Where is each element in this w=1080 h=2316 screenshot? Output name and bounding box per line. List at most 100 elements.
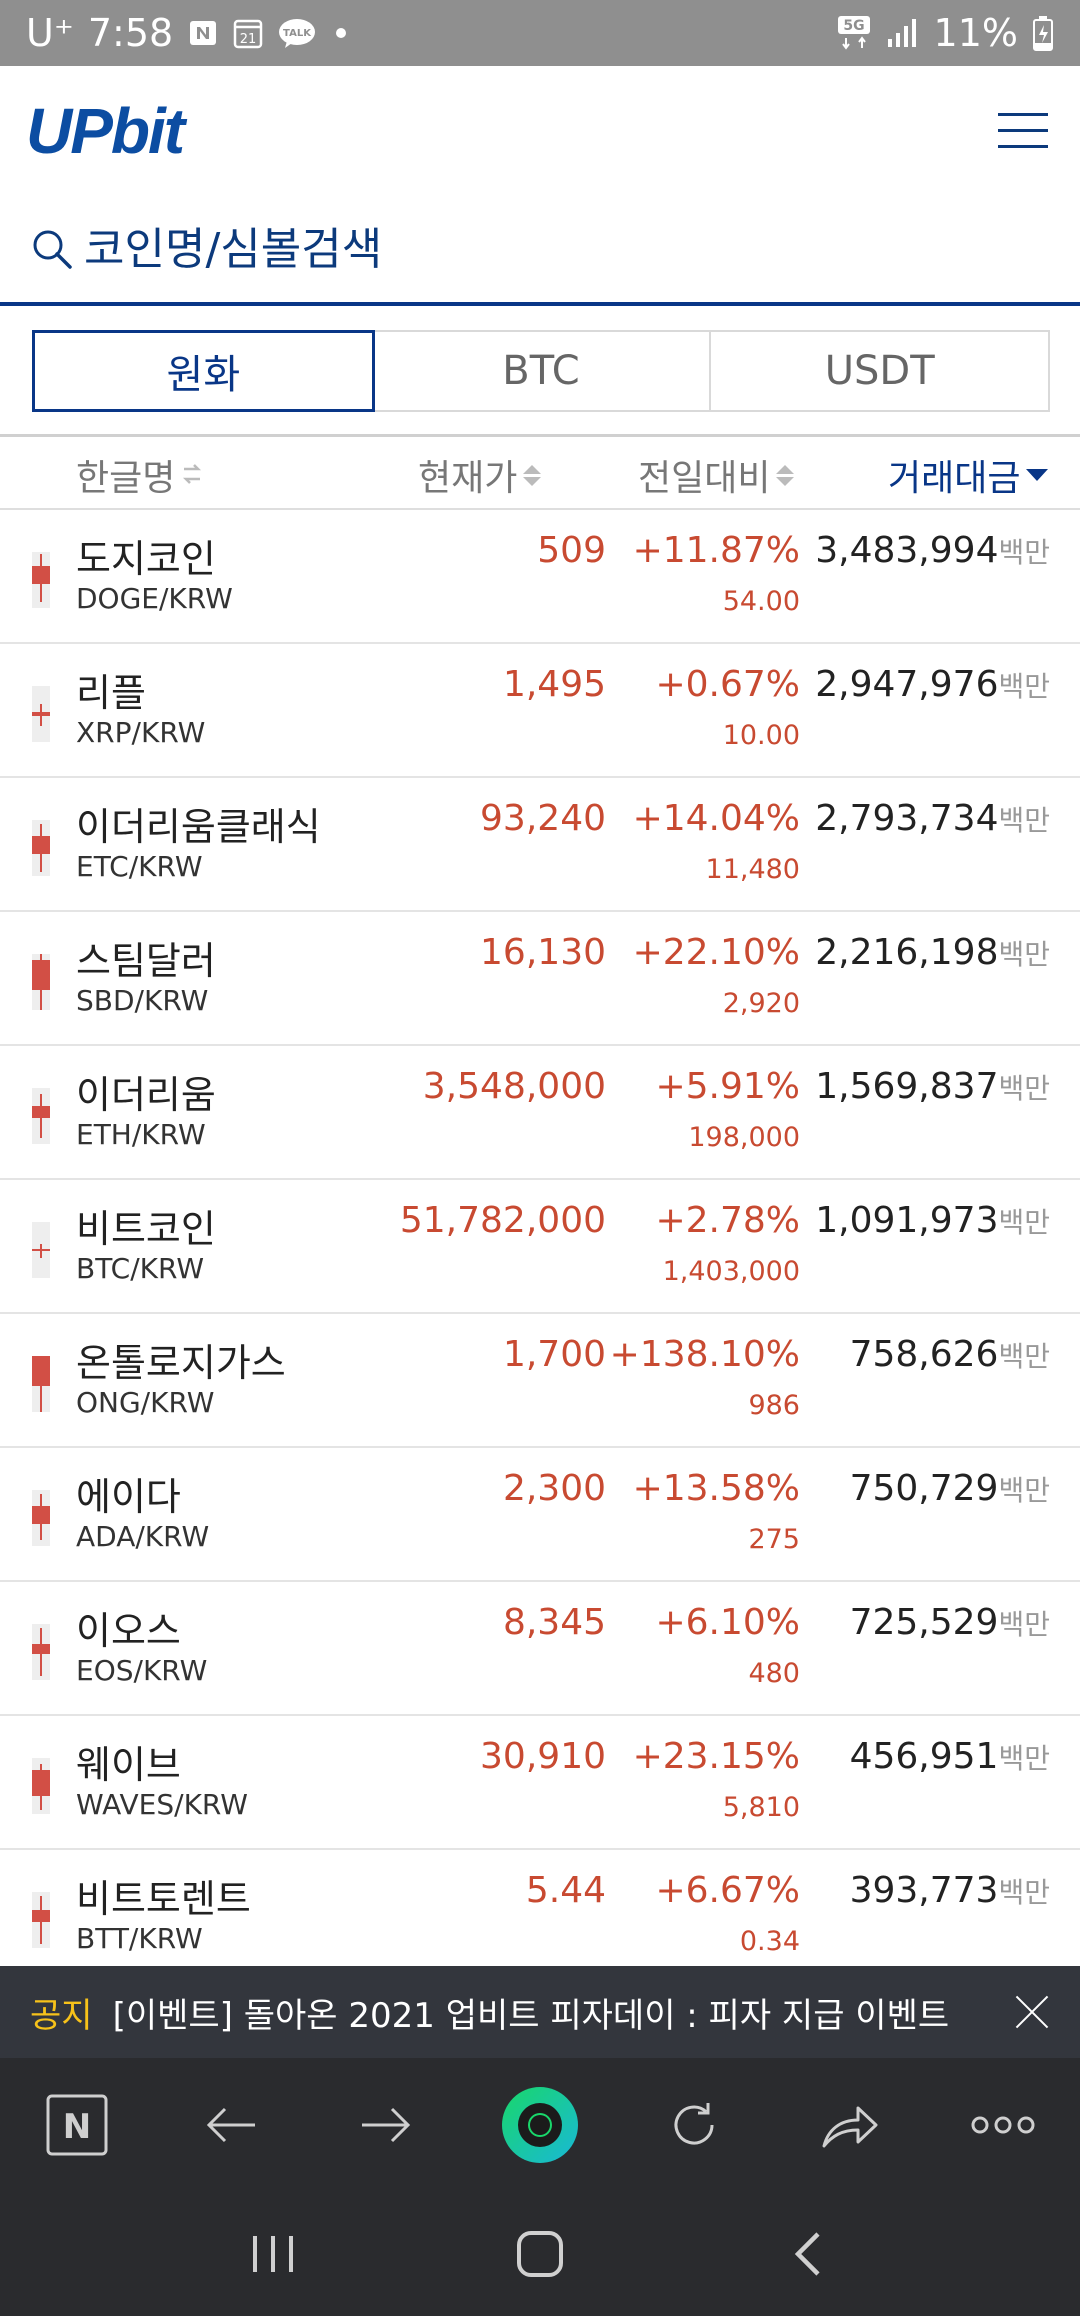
- coin-symbol: XRP/KRW: [76, 716, 206, 749]
- coin-symbol: ADA/KRW: [76, 1520, 210, 1553]
- share-icon[interactable]: [809, 2085, 889, 2165]
- candle-icon: [32, 1088, 50, 1144]
- volume-unit: 백만: [998, 1072, 1050, 1105]
- forward-arrow-icon[interactable]: [346, 2085, 426, 2165]
- coin-name: 비트코인: [76, 1207, 216, 1251]
- volume-unit: 백만: [998, 670, 1050, 703]
- current-price: 1,700: [502, 1334, 606, 1375]
- notice-text[interactable]: [이벤트] 돌아온 2021 업비트 피자데이 : 피자 지급 이벤트: [112, 1995, 950, 2036]
- coin-name: 온톨로지가스: [76, 1341, 286, 1385]
- browser-toolbar: N: [0, 2058, 1080, 2192]
- trade-volume: 3,483,994백만: [815, 530, 1050, 571]
- change-amount: 54.00: [722, 586, 800, 617]
- trade-volume: 758,626백만: [850, 1334, 1050, 1375]
- volume-unit: 백만: [998, 1340, 1050, 1373]
- current-price: 16,130: [480, 932, 606, 973]
- coin-row[interactable]: 도지코인 DOGE/KRW 509 +11.87% 54.00 3,483,994백만: [0, 510, 1080, 644]
- coin-symbol: ETH/KRW: [76, 1118, 206, 1151]
- change-rate: +6.67%: [655, 1870, 800, 1911]
- current-price: 1,495: [502, 664, 606, 705]
- more-options-icon[interactable]: [963, 2085, 1043, 2165]
- sort-by-change[interactable]: 전일대비: [638, 449, 795, 501]
- coin-symbol: WAVES/KRW: [76, 1788, 248, 1821]
- tab-btc[interactable]: BTC: [373, 332, 712, 410]
- notice-close-icon[interactable]: [1014, 1994, 1050, 2030]
- coin-row[interactable]: 이더리움 ETH/KRW 3,548,000 +5.91% 198,000 1,569,8…: [0, 1046, 1080, 1180]
- sort-by-volume[interactable]: 거래대금: [888, 449, 1049, 501]
- current-price: 8,345: [502, 1602, 606, 1643]
- coin-row[interactable]: 비트코인 BTC/KRW 51,782,000 +2.78% 1,403,000 1,09…: [0, 1180, 1080, 1314]
- volume-value: 725,529: [849, 1602, 999, 1643]
- search-input[interactable]: [84, 223, 984, 275]
- change-rate: +23.15%: [632, 1736, 800, 1777]
- current-price: 3,548,000: [422, 1066, 606, 1107]
- candle-icon: [32, 552, 50, 608]
- coin-row[interactable]: 온톨로지가스 ONG/KRW 1,700 +138.10% 986 758,626백만: [0, 1314, 1080, 1448]
- notice-bar[interactable]: 공지 [이벤트] 돌아온 2021 업비트 피자데이 : 피자 지급 이벤트: [0, 1966, 1080, 2058]
- trade-volume: 750,729백만: [850, 1468, 1050, 1509]
- refresh-icon[interactable]: [654, 2085, 734, 2165]
- current-price: 51,782,000: [399, 1200, 606, 1241]
- candle-icon: [32, 820, 50, 876]
- recent-apps-icon[interactable]: [233, 2214, 313, 2294]
- current-price: 509: [537, 530, 606, 571]
- network-label: 5G: [843, 18, 864, 34]
- volume-value: 456,951: [849, 1736, 999, 1777]
- naver-home-button[interactable]: N: [37, 2085, 117, 2165]
- talk-label: TALK: [283, 28, 312, 39]
- coin-symbol: ONG/KRW: [76, 1386, 215, 1419]
- current-price: 2,300: [502, 1468, 606, 1509]
- app-header: UPbit: [0, 66, 1080, 196]
- column-header: 한글명 현재가 전일대비 거래대금: [0, 434, 1080, 510]
- change-amount: 11,480: [705, 854, 800, 885]
- sort-by-name[interactable]: 한글명: [76, 449, 203, 501]
- trade-volume: 725,529백만: [850, 1602, 1050, 1643]
- menu-button[interactable]: [998, 113, 1048, 149]
- coin-row[interactable]: 웨이브 WAVES/KRW 30,910 +23.15% 5,810 456,951백만: [0, 1716, 1080, 1850]
- sort-by-price[interactable]: 현재가: [418, 449, 542, 501]
- coin-symbol: ETC/KRW: [76, 850, 203, 883]
- coin-name: 이더리움클래식: [76, 805, 321, 849]
- home-icon[interactable]: [500, 2214, 580, 2294]
- calendar-day: 21: [240, 32, 257, 47]
- coin-symbol: EOS/KRW: [76, 1654, 208, 1687]
- volume-unit: 백만: [998, 1474, 1050, 1507]
- current-price: 30,910: [480, 1736, 606, 1777]
- change-amount: 2,920: [722, 988, 800, 1019]
- back-icon[interactable]: [767, 2214, 847, 2294]
- coin-row[interactable]: 비트토렌트 BTT/KRW 5.44 +6.67% 0.34 393,773백만: [0, 1850, 1080, 1984]
- coin-name: 스팀달러: [76, 939, 216, 983]
- coin-row[interactable]: 리플 XRP/KRW 1,495 +0.67% 10.00 2,947,976백만: [0, 644, 1080, 778]
- back-arrow-icon[interactable]: [191, 2085, 271, 2165]
- kakaotalk-notification-icon: TALK: [277, 17, 317, 49]
- volume-unit: 백만: [998, 1876, 1050, 1909]
- volume-value: 1,569,837: [815, 1066, 999, 1107]
- search-icon[interactable]: [30, 227, 74, 271]
- coin-row[interactable]: 에이다 ADA/KRW 2,300 +13.58% 275 750,729백만: [0, 1448, 1080, 1582]
- change-amount: 1,403,000: [662, 1256, 800, 1287]
- change-rate: +5.91%: [655, 1066, 800, 1107]
- column-volume-label: 거래대금: [888, 458, 1021, 499]
- volume-unit: 백만: [998, 1206, 1050, 1239]
- green-dot-button[interactable]: [500, 2085, 580, 2165]
- change-rate: +14.04%: [632, 798, 800, 839]
- change-rate: +6.10%: [655, 1602, 800, 1643]
- volume-value: 1,091,973: [815, 1200, 999, 1241]
- candle-icon: [32, 954, 50, 1010]
- tab-krw[interactable]: 원화: [32, 330, 375, 412]
- upbit-logo[interactable]: UPbit: [26, 95, 185, 167]
- sort-arrows-icon: [523, 464, 542, 486]
- volume-unit: 백만: [998, 1742, 1050, 1775]
- battery-percent: 11%: [933, 11, 1018, 55]
- coin-row[interactable]: 스팀달러 SBD/KRW 16,130 +22.10% 2,920 2,216,198백만: [0, 912, 1080, 1046]
- coin-row[interactable]: 이오스 EOS/KRW 8,345 +6.10% 480 725,529백만: [0, 1582, 1080, 1716]
- coin-row[interactable]: 이더리움클래식 ETC/KRW 93,240 +14.04% 11,480 2,793,7…: [0, 778, 1080, 912]
- calendar-notification-icon: 21: [233, 17, 263, 49]
- dot-icon: [331, 23, 351, 43]
- volume-unit: 백만: [998, 536, 1050, 569]
- tab-usdt[interactable]: USDT: [824, 348, 935, 394]
- system-nav-bar: [0, 2192, 1080, 2316]
- coin-name: 웨이브: [76, 1743, 181, 1787]
- trade-volume: 393,773백만: [850, 1870, 1050, 1911]
- notice-label: 공지: [30, 1995, 93, 2036]
